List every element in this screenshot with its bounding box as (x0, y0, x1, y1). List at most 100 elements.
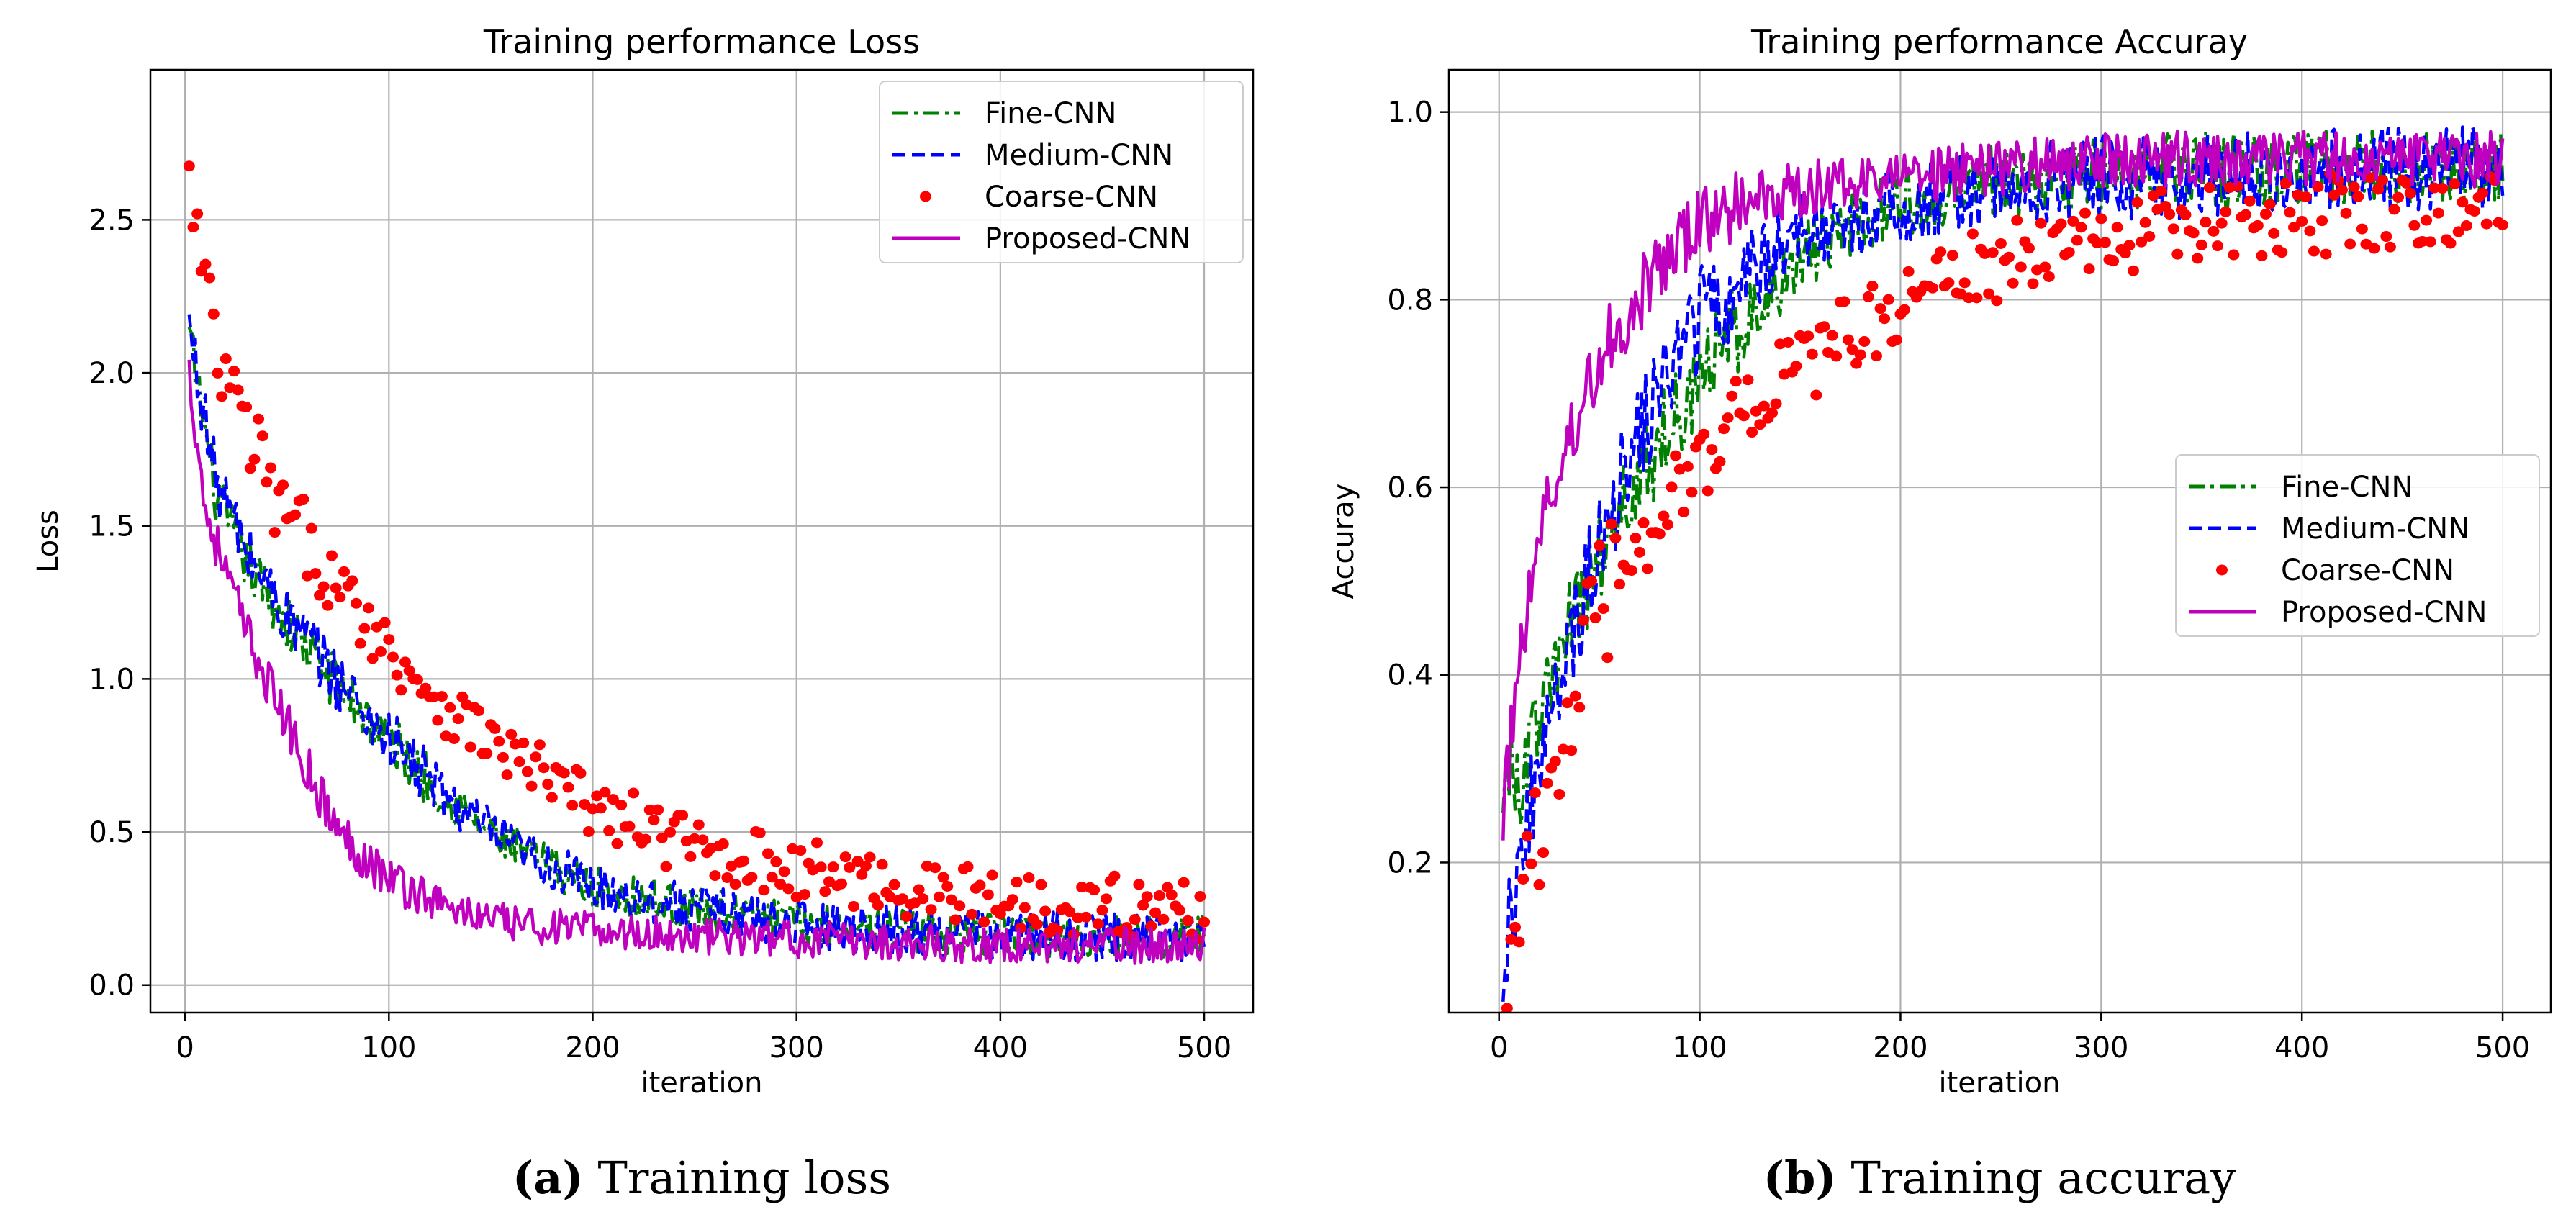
accuracy-series-coarse-cnn-point (2340, 207, 2352, 219)
accuracy-series-coarse-cnn-point (2421, 214, 2433, 226)
loss-series-coarse-cnn-point (216, 391, 228, 402)
loss-series-coarse-cnn-point (383, 634, 395, 646)
loss-y-tick-label: 1.5 (89, 510, 135, 543)
accuracy-series-coarse-cnn-point (2424, 236, 2436, 248)
accuracy-series-coarse-cnn-point (2344, 238, 2356, 250)
loss-series-coarse-cnn-point (1194, 891, 1206, 902)
accuracy-series-coarse-cnn-point (2195, 239, 2207, 250)
loss-series-coarse-cnn-point (827, 861, 839, 873)
accuracy-series-coarse-cnn-point (2336, 184, 2348, 196)
accuracy-series-coarse-cnn-point (1537, 847, 1550, 859)
accuracy-series-coarse-cnn-point (2288, 222, 2300, 233)
loss-series-coarse-cnn-point (754, 827, 766, 838)
accuracy-legend-swatch (2216, 564, 2228, 576)
loss-series-coarse-cnn-point (896, 893, 908, 905)
loss-series-coarse-cnn-point (428, 691, 440, 702)
accuracy-series-coarse-cnn-point (1818, 321, 1830, 332)
accuracy-series-coarse-cnn-point (1722, 412, 1734, 424)
loss-series-coarse-cnn-point (847, 901, 859, 913)
accuracy-series-coarse-cnn-point (1670, 450, 1682, 461)
accuracy-series-coarse-cnn-point (1866, 281, 1879, 292)
accuracy-series-coarse-cnn-point (1927, 282, 1939, 294)
loss-series-coarse-cnn-point (815, 861, 827, 873)
loss-series-coarse-cnn-point (493, 736, 505, 747)
loss-series-coarse-cnn-point (464, 741, 476, 753)
accuracy-series-coarse-cnn (1499, 168, 2509, 1013)
loss-series-coarse-cnn-point (322, 600, 334, 611)
loss-series-coarse-cnn-point (183, 160, 195, 172)
loss-series-coarse-cnn-point (917, 893, 929, 905)
accuracy-series-coarse-cnn-point (1830, 350, 1843, 362)
loss-series-proposed-cnn (187, 359, 1206, 965)
accuracy-series-coarse-cnn-point (2469, 205, 2481, 217)
loss-series-coarse-cnn-point (1157, 913, 1170, 925)
loss-series-coarse-cnn-point (448, 733, 460, 744)
accuracy-series-coarse-cnn-point (2228, 249, 2240, 261)
accuracy-series-coarse-cnn-point (2055, 218, 2067, 230)
accuracy-series-coarse-cnn-point (1758, 400, 1770, 412)
accuracy-series-coarse-cnn-point (1850, 358, 1863, 369)
accuracy-series-coarse-cnn-point (1573, 702, 1586, 713)
accuracy-series-coarse-cnn-point (1597, 603, 1609, 615)
loss-series-coarse-cnn-point (778, 866, 790, 877)
accuracy-series-coarse-cnn-point (1698, 428, 1710, 440)
loss-series-coarse-cnn-point (782, 883, 795, 895)
accuracy-legend-entry-coarse-cnn: Coarse-CNN (2216, 554, 2454, 587)
loss-series-coarse-cnn-point (228, 366, 240, 377)
accuracy-series-coarse-cnn-point (2159, 200, 2171, 212)
loss-series-coarse-cnn-point (574, 767, 587, 779)
accuracy-series-coarse-cnn-point (2220, 206, 2232, 217)
loss-series-coarse-cnn-point (1182, 915, 1194, 926)
accuracy-series-coarse-cnn-point (1742, 374, 1754, 386)
loss-series-coarse-cnn-point (314, 589, 326, 601)
loss-series-coarse-cnn-point (305, 522, 317, 534)
accuracy-series-coarse-cnn-point (2304, 225, 2316, 237)
accuracy-series-coarse-cnn-point (1653, 528, 1666, 540)
loss-series-coarse-cnn-point (358, 623, 371, 634)
loss-series-coarse-cnn-point (309, 568, 322, 579)
accuracy-series-coarse-cnn-point (1726, 390, 1738, 402)
loss-series-coarse-cnn-point (1031, 918, 1043, 930)
accuracy-series-coarse-cnn-point (2155, 185, 2167, 196)
loss-series-coarse-cnn-point (872, 900, 884, 911)
loss-series-coarse-cnn-point (746, 872, 758, 883)
loss-series-coarse-cnn-point (652, 804, 664, 815)
accuracy-series-coarse-cnn-point (1890, 334, 1902, 345)
accuracy-series-coarse-cnn-point (2011, 214, 2023, 226)
loss-x-tick-label: 200 (565, 1031, 620, 1064)
loss-legend-swatch (920, 191, 931, 202)
accuracy-series-coarse-cnn-point (2243, 195, 2256, 207)
accuracy-series-coarse-cnn-point (1625, 565, 1637, 576)
accuracy-series-coarse-cnn-point (2079, 207, 2092, 219)
loss-x-tick-label: 0 (176, 1031, 194, 1064)
loss-legend-label: Fine-CNN (985, 97, 1116, 130)
accuracy-series-coarse-cnn-point (2380, 231, 2392, 243)
accuracy-series-coarse-cnn-point (2368, 243, 2380, 254)
accuracy-series-coarse-cnn-point (1782, 336, 1794, 348)
loss-series-coarse-cnn-point (888, 879, 900, 890)
loss-series-coarse-cnn-point (403, 665, 415, 677)
accuracy-series-coarse-cnn-point (1609, 533, 1622, 544)
loss-series-coarse-cnn-point (758, 885, 770, 896)
accuracy-series-coarse-cnn-point (1842, 334, 1854, 345)
accuracy-series-coarse-cnn-point (1714, 456, 1726, 467)
accuracy-series-proposed-cnn (1501, 129, 2505, 841)
accuracy-series-coarse-cnn-point (1946, 250, 1958, 261)
accuracy-series-coarse-cnn-point (1509, 921, 1522, 933)
accuracy-series-coarse-cnn-point (1790, 361, 1802, 372)
accuracy-series-coarse-cnn-point (2007, 277, 2019, 289)
loss-series-coarse-cnn-point (1145, 920, 1157, 932)
accuracy-y-tick-label: 0.8 (1387, 284, 1433, 317)
loss-series-coarse-cnn-point (542, 779, 554, 790)
loss-series-coarse-cnn-point (253, 413, 265, 425)
loss-series-coarse-cnn-point (261, 476, 273, 488)
loss-series-coarse-cnn-point (326, 550, 338, 561)
accuracy-series-coarse-cnn-point (1614, 579, 1626, 590)
accuracy-series-coarse-cnn-point (1858, 335, 1871, 347)
loss-series-coarse-cnn-point (599, 787, 611, 798)
accuracy-series-coarse-cnn-point (2376, 174, 2388, 186)
accuracy-series-coarse-cnn-point (2167, 223, 2179, 235)
accuracy-series-coarse-cnn-point (1958, 277, 1971, 289)
loss-series-coarse-cnn-point (766, 872, 778, 883)
